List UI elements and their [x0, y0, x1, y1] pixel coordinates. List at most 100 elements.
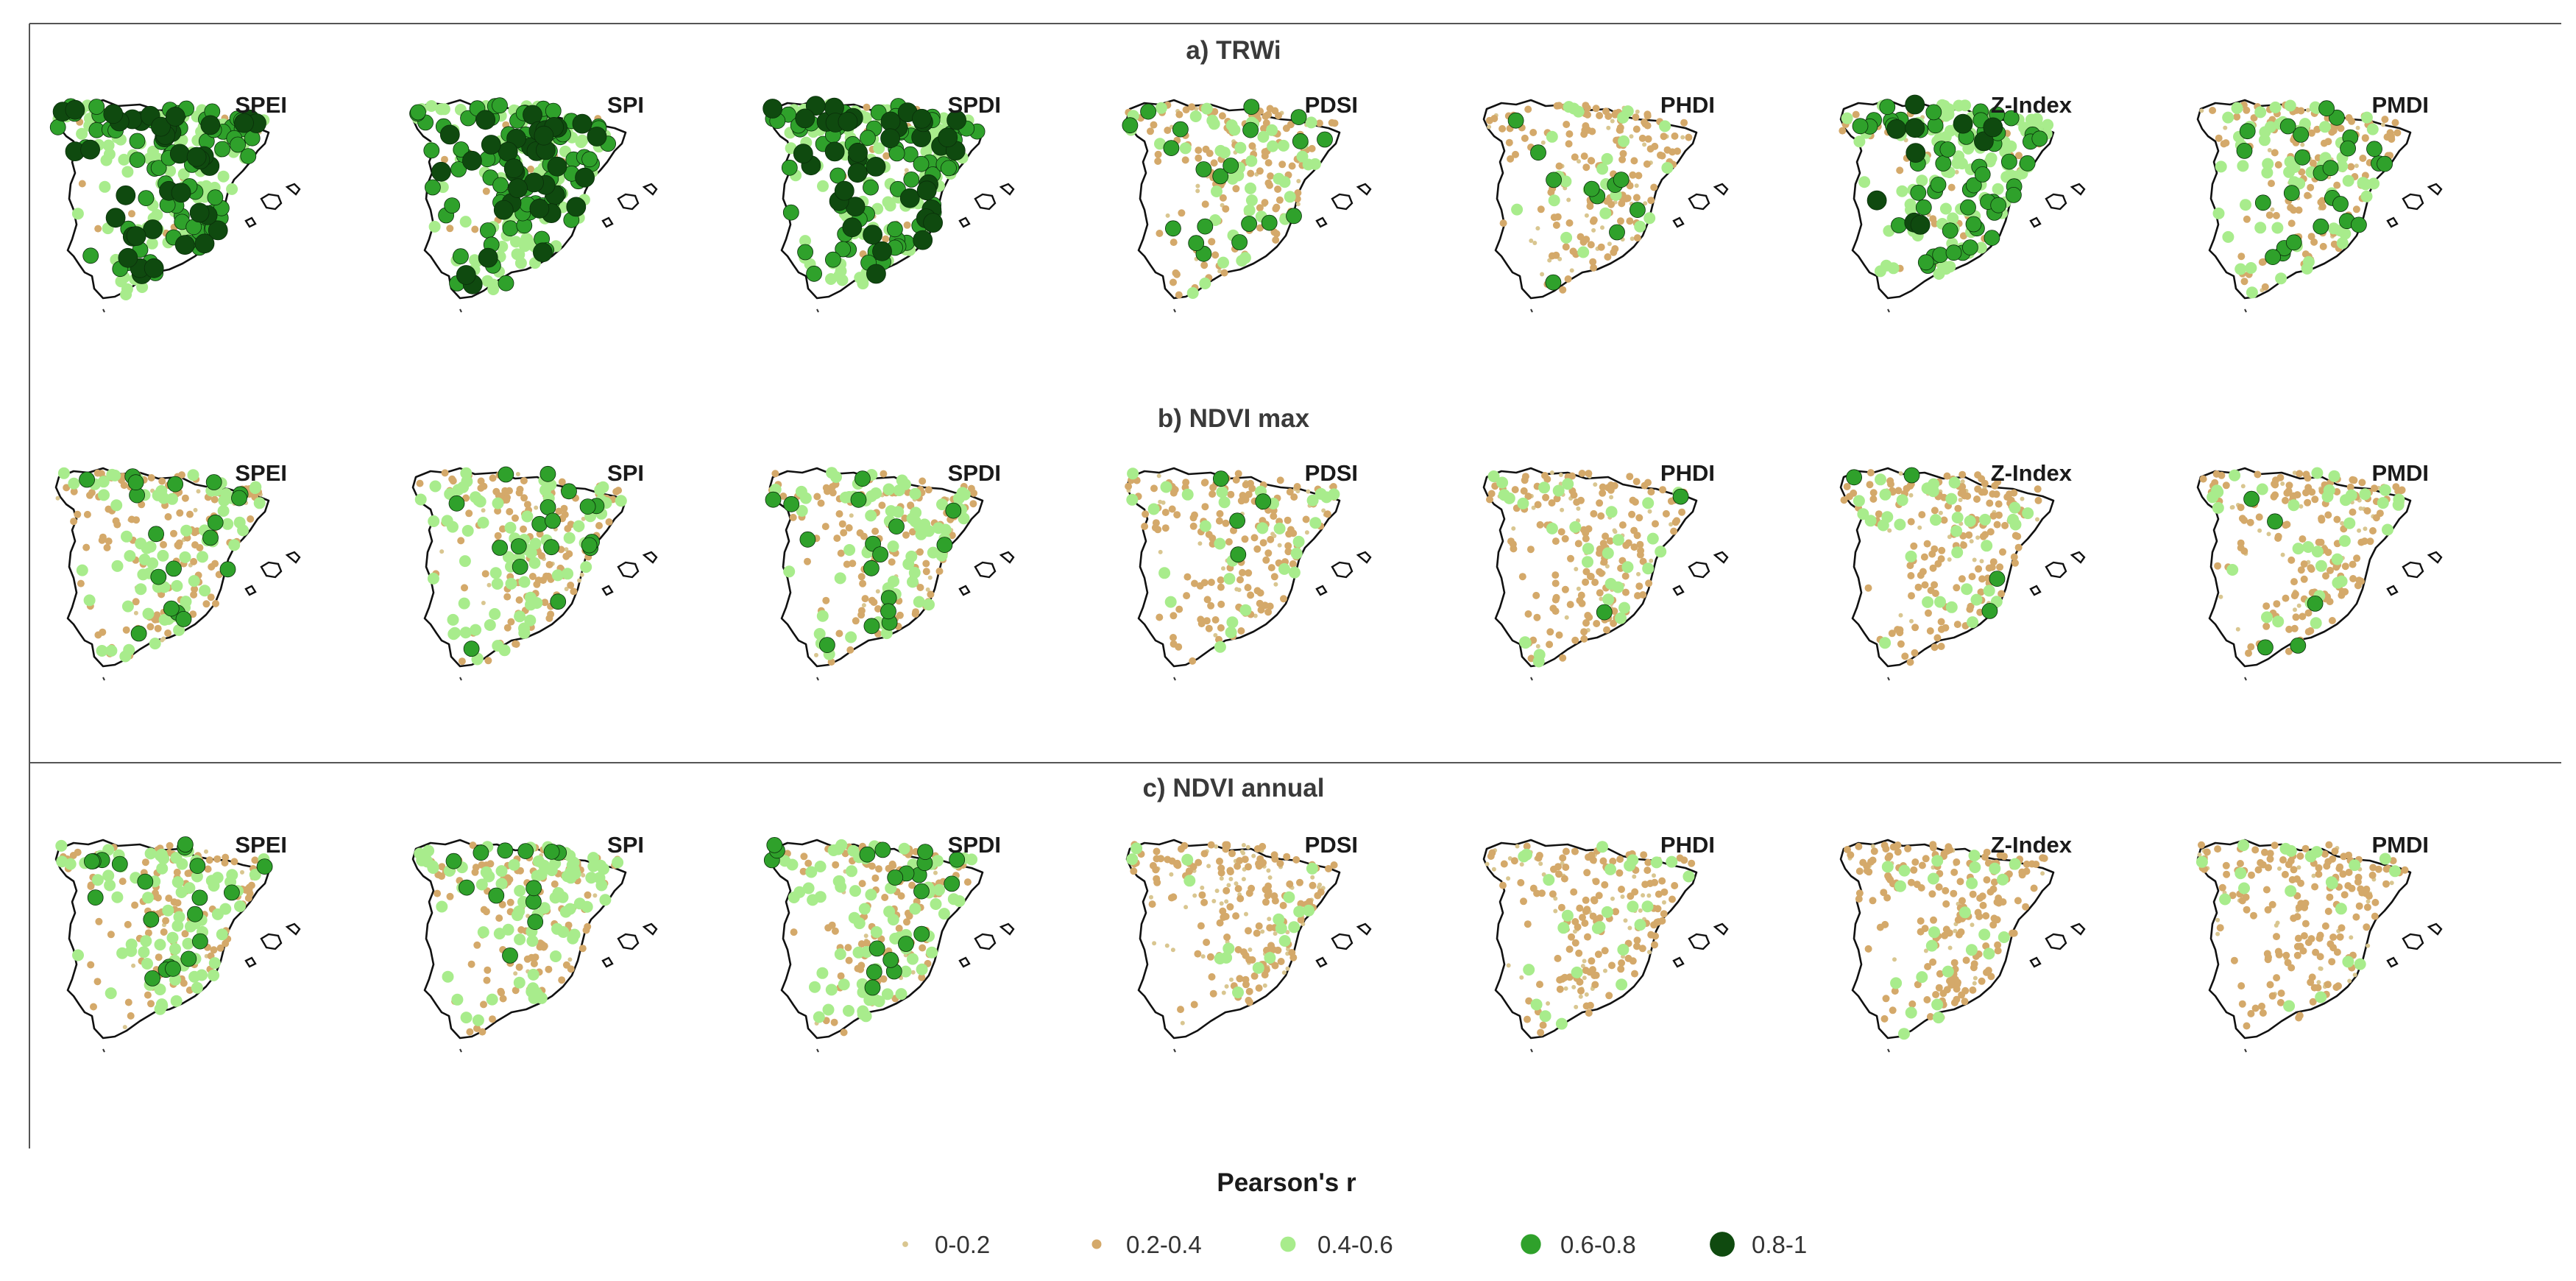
legend: Pearson's r 0-0.2 0.2-0.4 0.4-0.6 0.6-0.8 0.… — [902, 1168, 1807, 1258]
site-point — [1266, 868, 1271, 873]
site-point — [2246, 518, 2254, 526]
site-point — [1589, 258, 1597, 266]
site-point — [1978, 575, 1986, 583]
site-point — [1222, 158, 1239, 174]
legend-label-1: 0-0.2 — [935, 1231, 990, 1258]
site-point — [2352, 913, 2360, 921]
site-point — [1642, 142, 1647, 147]
site-point — [1981, 488, 1989, 496]
site-point — [969, 500, 977, 508]
site-point — [2222, 139, 2230, 147]
site-point — [107, 931, 115, 939]
site-point — [1152, 866, 1160, 874]
map-index-label: PMDI — [2372, 92, 2430, 118]
site-point — [2212, 486, 2224, 498]
site-point — [2285, 234, 2302, 251]
site-point — [171, 579, 183, 592]
site-point — [933, 883, 946, 896]
site-point — [2301, 899, 2310, 907]
site-point — [1215, 517, 1223, 525]
site-point — [1671, 132, 1679, 140]
site-point — [822, 1003, 835, 1016]
site-point — [1620, 894, 1625, 899]
site-point — [174, 541, 182, 549]
site-point — [564, 587, 569, 591]
site-point — [525, 893, 542, 910]
site-point — [1618, 886, 1625, 893]
site-point — [459, 216, 472, 228]
site-point — [584, 891, 592, 899]
site-point — [1630, 157, 1638, 165]
site-point — [1973, 131, 1994, 152]
site-point — [1236, 576, 1244, 584]
site-point — [1582, 556, 1593, 568]
site-point — [1927, 485, 1939, 498]
site-point — [2262, 602, 2271, 610]
site-point — [510, 236, 522, 248]
site-point — [247, 515, 255, 523]
site-point — [1582, 578, 1590, 586]
site-point — [1206, 953, 1214, 961]
site-point — [1666, 855, 1678, 868]
site-point — [902, 558, 915, 571]
site-point — [2240, 516, 2248, 524]
site-point — [881, 988, 894, 1001]
site-point — [86, 491, 93, 499]
site-point — [556, 891, 569, 903]
site-point — [1306, 862, 1318, 875]
site-point — [2259, 1009, 2267, 1017]
site-point — [916, 180, 937, 201]
site-point — [1584, 992, 1589, 997]
site-point — [1226, 903, 1234, 911]
site-point — [482, 187, 490, 195]
legend-label-3: 0.4-0.6 — [1317, 1231, 1393, 1258]
site-point — [924, 486, 933, 494]
site-point — [132, 598, 140, 606]
site-point — [2285, 861, 2293, 869]
site-point — [1154, 150, 1162, 158]
site-point — [513, 971, 518, 976]
site-point — [1628, 510, 1636, 518]
site-point — [1979, 513, 1992, 526]
site-point — [561, 870, 573, 883]
site-point — [844, 944, 852, 952]
site-point — [933, 870, 938, 875]
site-point — [825, 251, 841, 268]
site-point — [1509, 540, 1517, 548]
site-point — [1565, 130, 1574, 138]
site-point — [1974, 485, 1982, 493]
site-point — [1652, 932, 1659, 940]
site-point — [2320, 139, 2328, 147]
site-point — [1938, 99, 1950, 112]
site-point — [1256, 204, 1264, 212]
site-point — [1651, 142, 1659, 150]
site-point — [2222, 481, 2230, 490]
site-point — [824, 924, 832, 932]
site-point — [1565, 219, 1574, 227]
site-point — [1232, 476, 1240, 484]
site-point — [830, 1018, 838, 1026]
site-point — [1532, 241, 1538, 245]
site-point — [2293, 127, 2310, 143]
site-point — [189, 610, 197, 618]
site-point — [1267, 564, 1275, 572]
site-point — [2329, 127, 2338, 135]
site-point — [524, 591, 537, 604]
site-point — [866, 157, 886, 177]
site-point — [1499, 881, 1507, 889]
site-point — [1892, 957, 1897, 962]
site-point — [543, 539, 560, 556]
site-point — [1879, 637, 1892, 649]
site-point — [547, 156, 567, 177]
site-point — [1660, 910, 1668, 918]
site-point — [927, 590, 935, 599]
site-point — [1905, 118, 1925, 138]
site-point — [899, 478, 911, 490]
site-point — [2243, 215, 2251, 223]
site-point — [1557, 922, 1570, 934]
site-point — [1158, 549, 1163, 554]
site-point — [1610, 896, 1615, 901]
site-point — [1951, 512, 1964, 523]
site-point — [1947, 557, 1952, 562]
site-point — [1916, 971, 1928, 984]
